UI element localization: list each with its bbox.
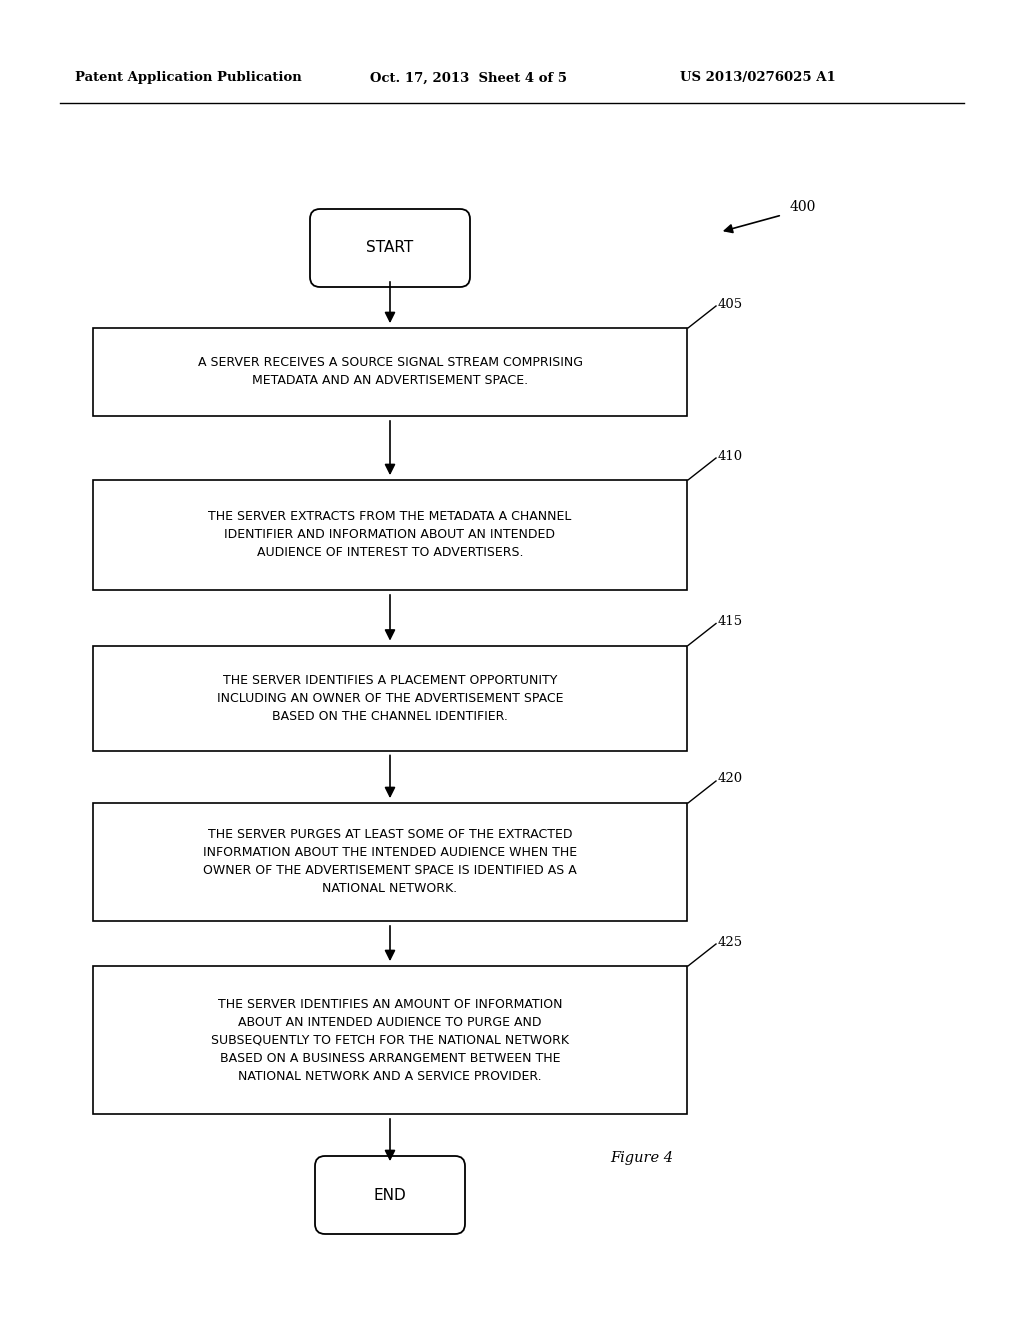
Text: THE SERVER PURGES AT LEAST SOME OF THE EXTRACTED
INFORMATION ABOUT THE INTENDED : THE SERVER PURGES AT LEAST SOME OF THE E… (203, 829, 578, 895)
Text: END: END (374, 1188, 407, 1203)
Text: US 2013/0276025 A1: US 2013/0276025 A1 (680, 71, 836, 84)
Text: THE SERVER IDENTIFIES AN AMOUNT OF INFORMATION
ABOUT AN INTENDED AUDIENCE TO PUR: THE SERVER IDENTIFIES AN AMOUNT OF INFOR… (211, 998, 569, 1082)
Text: 420: 420 (718, 772, 743, 785)
Text: Figure 4: Figure 4 (610, 1151, 673, 1166)
Text: A SERVER RECEIVES A SOURCE SIGNAL STREAM COMPRISING
METADATA AND AN ADVERTISEMEN: A SERVER RECEIVES A SOURCE SIGNAL STREAM… (198, 356, 583, 388)
FancyBboxPatch shape (93, 480, 687, 590)
Text: THE SERVER IDENTIFIES A PLACEMENT OPPORTUNITY
INCLUDING AN OWNER OF THE ADVERTIS: THE SERVER IDENTIFIES A PLACEMENT OPPORT… (217, 673, 563, 722)
Text: 400: 400 (790, 201, 816, 214)
Text: START: START (367, 240, 414, 256)
Text: 425: 425 (718, 936, 743, 949)
Text: THE SERVER EXTRACTS FROM THE METADATA A CHANNEL
IDENTIFIER AND INFORMATION ABOUT: THE SERVER EXTRACTS FROM THE METADATA A … (208, 511, 571, 560)
FancyBboxPatch shape (93, 327, 687, 416)
Text: 410: 410 (718, 450, 743, 462)
Text: Oct. 17, 2013  Sheet 4 of 5: Oct. 17, 2013 Sheet 4 of 5 (370, 71, 567, 84)
Text: 415: 415 (718, 615, 743, 628)
FancyBboxPatch shape (315, 1156, 465, 1234)
Text: Patent Application Publication: Patent Application Publication (75, 71, 302, 84)
FancyBboxPatch shape (310, 209, 470, 286)
FancyBboxPatch shape (93, 803, 687, 921)
FancyBboxPatch shape (93, 966, 687, 1114)
Text: 405: 405 (718, 297, 743, 310)
FancyBboxPatch shape (93, 645, 687, 751)
